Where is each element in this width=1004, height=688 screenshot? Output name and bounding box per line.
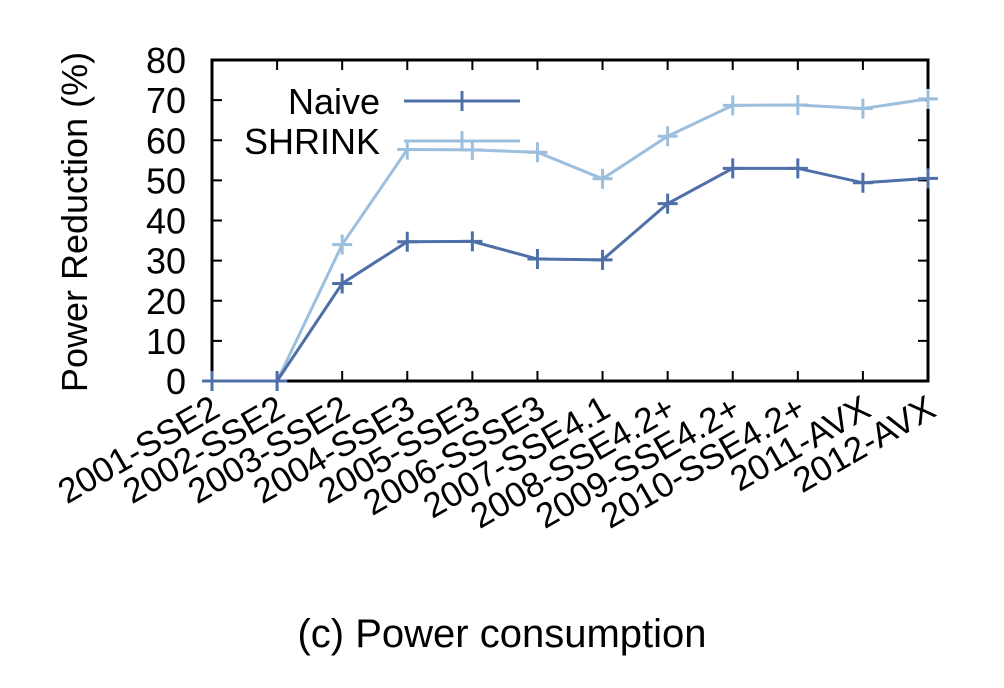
series-line-shrink	[212, 97, 929, 383]
legend-marker-naive	[452, 91, 472, 111]
data-point	[918, 168, 938, 189]
y-tick-label: 80	[146, 40, 186, 81]
data-point	[267, 371, 288, 391]
legend-label-naive: Naive	[288, 81, 380, 122]
series-naive	[202, 158, 938, 391]
legend-marker-shrink	[452, 131, 472, 151]
figure-caption: (c) Power consumption	[297, 612, 707, 656]
y-tick-label: 0	[166, 361, 186, 402]
data-point	[722, 95, 743, 116]
data-point	[657, 126, 678, 147]
y-tick-label: 20	[146, 281, 186, 322]
data-point	[397, 139, 418, 160]
y-tick-label: 70	[146, 80, 186, 121]
legend-label-shrink: SHRINK	[244, 121, 380, 162]
data-point	[462, 139, 483, 160]
series-layer	[202, 88, 938, 391]
data-point	[332, 273, 353, 294]
data-point	[787, 94, 808, 115]
data-point	[397, 231, 418, 252]
data-point	[592, 168, 613, 189]
series-line-naive	[212, 166, 929, 383]
data-point	[332, 234, 353, 255]
data-point	[462, 231, 483, 252]
data-point	[918, 88, 938, 109]
data-point	[852, 98, 873, 119]
data-point	[202, 371, 222, 391]
y-tick-label: 30	[146, 241, 186, 282]
data-point	[722, 158, 743, 179]
data-point	[852, 172, 873, 193]
data-point	[787, 158, 808, 179]
y-tick-label: 60	[146, 120, 186, 161]
data-point	[592, 249, 613, 270]
y-axis-label: Power Reduction (%)	[54, 52, 95, 392]
y-tick-label: 10	[146, 321, 186, 362]
data-point	[527, 142, 548, 163]
y-tick-label: 40	[146, 201, 186, 242]
y-tick-label: 50	[146, 160, 186, 201]
data-point	[657, 193, 678, 214]
data-point	[527, 249, 548, 270]
